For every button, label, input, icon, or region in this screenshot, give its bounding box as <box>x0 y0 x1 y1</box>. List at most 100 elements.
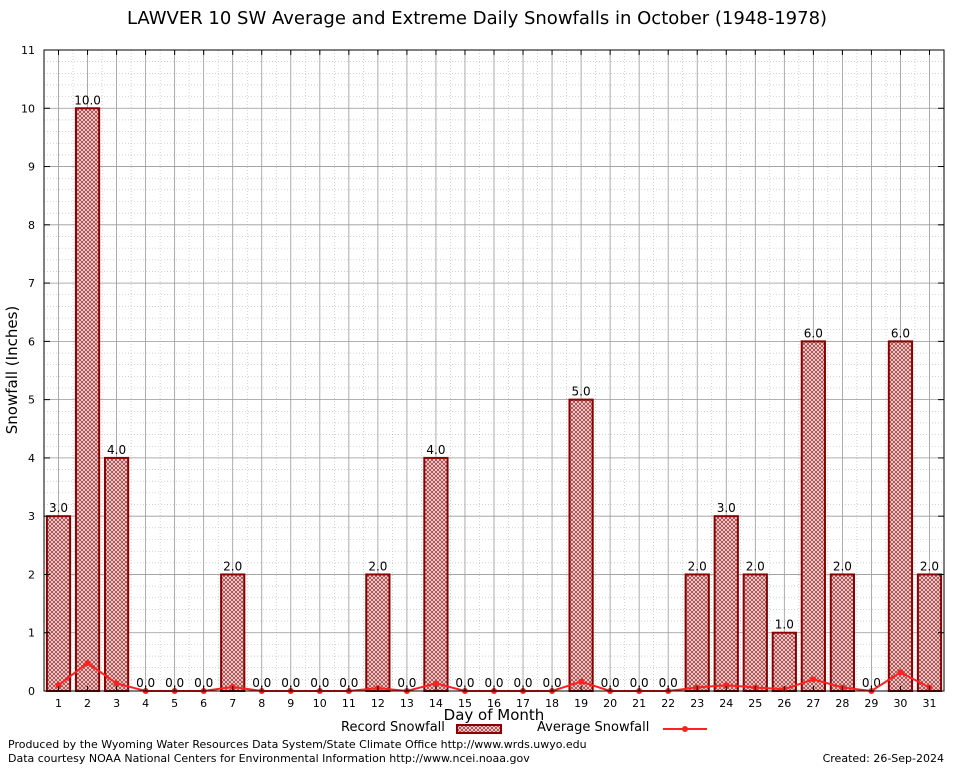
legend-average-marker <box>682 726 688 732</box>
x-tick-label-day-28: 28 <box>835 697 849 710</box>
y-tick-label: 5 <box>28 394 35 407</box>
x-tick-label-day-17: 17 <box>516 697 530 710</box>
y-tick-label: 10 <box>21 102 35 115</box>
x-tick-label-day-3: 3 <box>113 697 120 710</box>
y-tick-label: 4 <box>28 452 35 465</box>
bar-day-23 <box>684 573 710 692</box>
bar-day-28 <box>829 573 855 692</box>
bar-day-26 <box>771 631 797 693</box>
x-tick-label-day-11: 11 <box>342 697 356 710</box>
x-tick-label-day-15: 15 <box>458 697 472 710</box>
y-tick-label: 2 <box>28 568 35 581</box>
bar-value-label-day-9: 0.0 <box>281 676 300 690</box>
average-point-day-2 <box>84 660 91 667</box>
y-tick-label: 9 <box>28 161 35 174</box>
bar-value-label-day-30: 6.0 <box>891 326 910 340</box>
y-axis-label: Snowfall (Inches) <box>3 305 21 435</box>
x-tick-label-day-10: 10 <box>313 697 327 710</box>
bar-value-label-day-2: 10.0 <box>74 93 101 107</box>
y-tick-label: 0 <box>28 685 35 698</box>
average-point-day-27 <box>810 676 817 683</box>
bar-day-31 <box>916 573 943 692</box>
legend-record-label: Record Snowfall <box>341 720 445 735</box>
x-tick-label-day-1: 1 <box>55 697 62 710</box>
footer-produced-by: Produced by the Wyoming Water Resources … <box>8 738 587 751</box>
x-tick-label-day-21: 21 <box>632 697 646 710</box>
x-tick-label-day-2: 2 <box>84 697 91 710</box>
x-tick-label-day-12: 12 <box>371 697 385 710</box>
average-point-day-19 <box>578 678 585 685</box>
legend-average-label: Average Snowfall <box>537 720 650 735</box>
bar-day-3 <box>103 456 130 692</box>
footer-data-courtesy: Data courtesy NOAA National Centers for … <box>8 752 530 765</box>
bar-day-24 <box>713 515 739 692</box>
bar-value-label-day-3: 4.0 <box>107 443 126 457</box>
bar-value-label-day-16: 0.0 <box>484 676 503 690</box>
bar-value-label-day-11: 0.0 <box>339 676 358 690</box>
bar-day-25 <box>742 573 768 692</box>
x-tick-label-day-13: 13 <box>400 697 414 710</box>
bar-value-label-day-25: 2.0 <box>746 559 765 573</box>
average-point-day-24 <box>723 682 730 689</box>
y-tick-label: 6 <box>28 335 35 348</box>
x-tick-label-day-19: 19 <box>574 697 588 710</box>
x-tick-label-day-22: 22 <box>661 697 675 710</box>
y-tick-label: 1 <box>28 627 35 640</box>
bar-value-label-day-22: 0.0 <box>659 676 678 690</box>
bar-value-label-day-26: 1.0 <box>775 618 794 632</box>
x-tick-label-day-8: 8 <box>258 697 265 710</box>
bar-value-label-day-19: 5.0 <box>572 385 591 399</box>
x-tick-label-day-18: 18 <box>545 697 559 710</box>
y-tick-label: 8 <box>28 219 35 232</box>
bar-value-label-day-28: 2.0 <box>833 559 852 573</box>
y-tick-label: 11 <box>21 44 35 57</box>
bar-day-19 <box>568 398 594 692</box>
y-tick-label: 3 <box>28 510 35 523</box>
bar-day-1 <box>45 515 72 692</box>
chart-title: LAWVER 10 SW Average and Extreme Daily S… <box>126 8 828 29</box>
x-tick-label-day-23: 23 <box>690 697 704 710</box>
bar-value-label-day-4: 0.0 <box>136 676 155 690</box>
x-tick-label-day-4: 4 <box>142 697 149 710</box>
x-tick-label-day-6: 6 <box>200 697 207 710</box>
bar-value-label-day-7: 2.0 <box>223 559 242 573</box>
x-tick-label-day-31: 31 <box>922 697 936 710</box>
bar-value-label-day-23: 2.0 <box>688 559 707 573</box>
bar-value-label-day-17: 0.0 <box>513 676 532 690</box>
x-tick-label-day-26: 26 <box>777 697 791 710</box>
average-point-day-1 <box>55 682 62 689</box>
bar-value-label-day-20: 0.0 <box>601 676 620 690</box>
bar-value-label-day-31: 2.0 <box>920 559 939 573</box>
x-tick-label-day-16: 16 <box>487 697 501 710</box>
bar-value-label-day-13: 0.0 <box>397 676 416 690</box>
bar-value-label-day-5: 0.0 <box>165 676 184 690</box>
bar-day-30 <box>887 340 914 692</box>
bar-value-label-day-21: 0.0 <box>630 676 649 690</box>
x-tick-label-day-5: 5 <box>171 697 178 710</box>
x-tick-label-day-7: 7 <box>229 697 236 710</box>
bar-value-label-day-12: 2.0 <box>368 559 387 573</box>
bar-value-label-day-8: 0.0 <box>252 676 271 690</box>
y-tick-label: 7 <box>28 277 35 290</box>
bar-day-7 <box>220 573 246 692</box>
bar-day-27 <box>800 340 826 692</box>
x-tick-label-day-25: 25 <box>748 697 762 710</box>
bar-value-label-day-27: 6.0 <box>804 326 823 340</box>
bar-value-label-day-24: 3.0 <box>717 501 736 515</box>
bar-day-2 <box>74 107 101 693</box>
legend-record-swatch <box>456 724 502 734</box>
x-tick-label-day-27: 27 <box>806 697 820 710</box>
average-point-day-14 <box>432 680 439 687</box>
bar-value-label-day-29: 0.0 <box>862 676 881 690</box>
bar-value-label-day-14: 4.0 <box>426 443 445 457</box>
x-tick-label-day-29: 29 <box>864 697 878 710</box>
bar-value-label-day-6: 0.0 <box>194 676 213 690</box>
created-date: Created: 26-Sep-2024 <box>822 752 944 765</box>
bar-value-label-day-18: 0.0 <box>543 676 562 690</box>
x-tick-label-day-20: 20 <box>603 697 617 710</box>
x-tick-label-day-9: 9 <box>287 697 294 710</box>
bar-day-12 <box>365 573 391 692</box>
average-point-day-3 <box>113 680 120 687</box>
